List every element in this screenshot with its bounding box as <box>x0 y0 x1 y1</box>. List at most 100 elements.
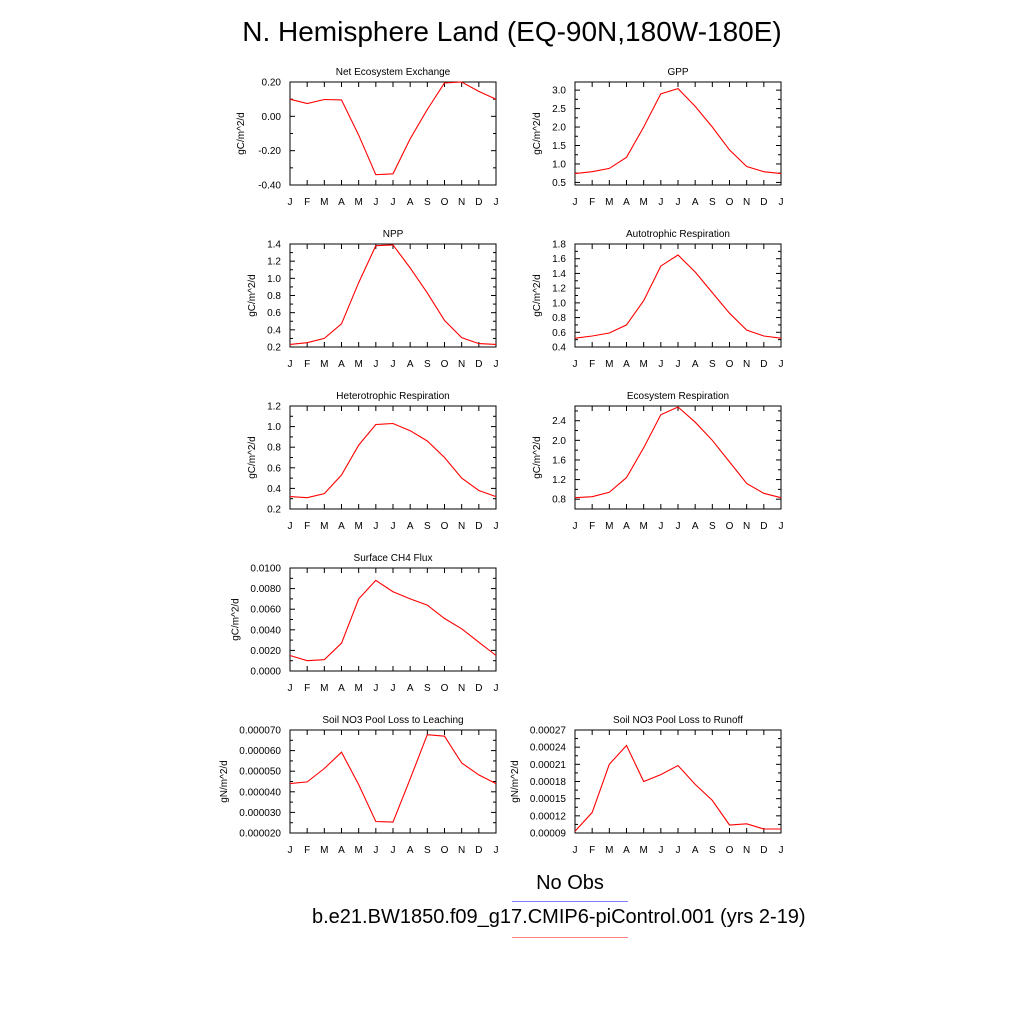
series-line <box>289 579 497 662</box>
y-tick-label: 1.4 <box>552 269 566 280</box>
x-tick-label: F <box>304 683 310 694</box>
x-tick-label: D <box>475 521 482 532</box>
y-tick-label: 1.4 <box>267 240 281 251</box>
x-tick-label: D <box>760 521 767 532</box>
x-tick-label: D <box>475 197 482 208</box>
chart-title: Soil NO3 Pool Loss to Leaching <box>322 715 463 726</box>
y-tick-label: 0.000020 <box>239 829 281 840</box>
x-tick-label: O <box>726 845 734 856</box>
y-axis-label: gN/m^2/d <box>219 760 230 803</box>
x-tick-label: A <box>407 683 414 694</box>
y-tick-label: 0.00027 <box>530 726 567 737</box>
x-tick-label: N <box>458 521 465 532</box>
chart-title: GPP <box>667 67 688 78</box>
x-tick-label: A <box>338 683 345 694</box>
y-tick-label: 0.0060 <box>250 605 281 616</box>
x-tick-label: F <box>304 359 310 370</box>
y-tick-label: 0.00 <box>262 112 282 123</box>
x-tick-label: D <box>475 359 482 370</box>
y-tick-label: 0.00009 <box>530 829 567 840</box>
page-title: N. Hemisphere Land (EQ-90N,180W-180E) <box>242 16 782 47</box>
x-tick-label: J <box>676 845 681 856</box>
x-tick-label: F <box>304 521 310 532</box>
x-tick-label: M <box>605 845 613 856</box>
x-tick-label: D <box>760 845 767 856</box>
series-line <box>289 422 497 499</box>
y-tick-label: 0.2 <box>267 505 281 516</box>
x-tick-label: S <box>709 521 716 532</box>
y-tick-label: -0.40 <box>258 181 281 192</box>
y-tick-label: 1.2 <box>552 475 566 486</box>
plot-frame <box>289 729 497 834</box>
x-tick-label: M <box>354 521 362 532</box>
y-tick-label: 2.4 <box>552 416 566 427</box>
x-tick-label: J <box>494 359 499 370</box>
y-axis-label: gC/m^2/d <box>236 112 247 155</box>
x-tick-label: A <box>692 845 699 856</box>
x-tick-label: O <box>726 197 734 208</box>
x-tick-label: A <box>338 521 345 532</box>
y-tick-label: 0.0080 <box>250 584 281 595</box>
y-tick-label: 1.6 <box>552 455 566 466</box>
y-tick-label: 0.00021 <box>530 760 567 771</box>
x-tick-label: N <box>743 197 750 208</box>
legend-obs-label: No Obs <box>536 872 604 894</box>
x-tick-label: S <box>709 845 716 856</box>
x-tick-label: J <box>391 359 396 370</box>
y-axis-label: gC/m^2/d <box>247 274 258 317</box>
x-tick-label: J <box>676 359 681 370</box>
chart-panel: Net Ecosystem Exchange 0.20 0.00 -0.20 -0.40… <box>236 67 499 208</box>
x-tick-label: O <box>441 197 449 208</box>
y-tick-label: 1.0 <box>552 159 566 170</box>
y-tick-label: 0.000040 <box>239 787 281 798</box>
x-tick-label: F <box>304 197 310 208</box>
y-tick-label: 1.8 <box>552 240 566 251</box>
x-tick-label: A <box>407 845 414 856</box>
x-tick-label: M <box>639 845 647 856</box>
series-line <box>574 254 782 339</box>
y-tick-label: 1.0 <box>552 298 566 309</box>
x-tick-label: J <box>573 845 578 856</box>
x-tick-label: O <box>441 845 449 856</box>
y-tick-label: 0.20 <box>262 78 282 89</box>
x-tick-label: N <box>458 197 465 208</box>
y-tick-label: 0.8 <box>552 313 566 324</box>
x-tick-label: J <box>494 845 499 856</box>
y-axis-label: gC/m^2/d <box>532 436 543 479</box>
y-axis-label: gC/m^2/d <box>230 598 241 641</box>
x-tick-label: A <box>623 197 630 208</box>
x-tick-label: A <box>623 521 630 532</box>
x-tick-label: O <box>441 683 449 694</box>
chart-title: Autotrophic Respiration <box>626 229 730 240</box>
x-tick-label: J <box>391 197 396 208</box>
x-tick-label: N <box>458 845 465 856</box>
y-tick-label: 0.000060 <box>239 746 281 757</box>
x-tick-label: J <box>391 845 396 856</box>
x-tick-label: S <box>709 197 716 208</box>
series-line <box>574 406 782 499</box>
x-tick-label: J <box>288 683 293 694</box>
y-tick-label: 1.5 <box>552 141 566 152</box>
x-tick-label: A <box>407 359 414 370</box>
x-tick-label: D <box>760 359 767 370</box>
x-tick-label: M <box>320 359 328 370</box>
x-tick-label: J <box>573 197 578 208</box>
x-tick-label: D <box>475 683 482 694</box>
y-tick-label: -0.20 <box>258 146 281 157</box>
x-tick-label: J <box>288 845 293 856</box>
chart-panel: Heterotrophic Respiration 1.2 1.0 0.8 0.6 0.4… <box>247 391 498 532</box>
x-tick-label: M <box>320 683 328 694</box>
x-tick-label: M <box>354 683 362 694</box>
x-tick-label: J <box>494 197 499 208</box>
x-tick-label: J <box>494 521 499 532</box>
y-axis-label: gC/m^2/d <box>247 436 258 479</box>
x-tick-label: O <box>441 521 449 532</box>
x-tick-label: A <box>407 521 414 532</box>
x-tick-label: S <box>424 197 431 208</box>
y-tick-label: 0.6 <box>267 463 281 474</box>
x-tick-label: J <box>573 521 578 532</box>
x-tick-label: J <box>288 359 293 370</box>
x-tick-label: J <box>373 521 378 532</box>
x-tick-label: M <box>320 845 328 856</box>
